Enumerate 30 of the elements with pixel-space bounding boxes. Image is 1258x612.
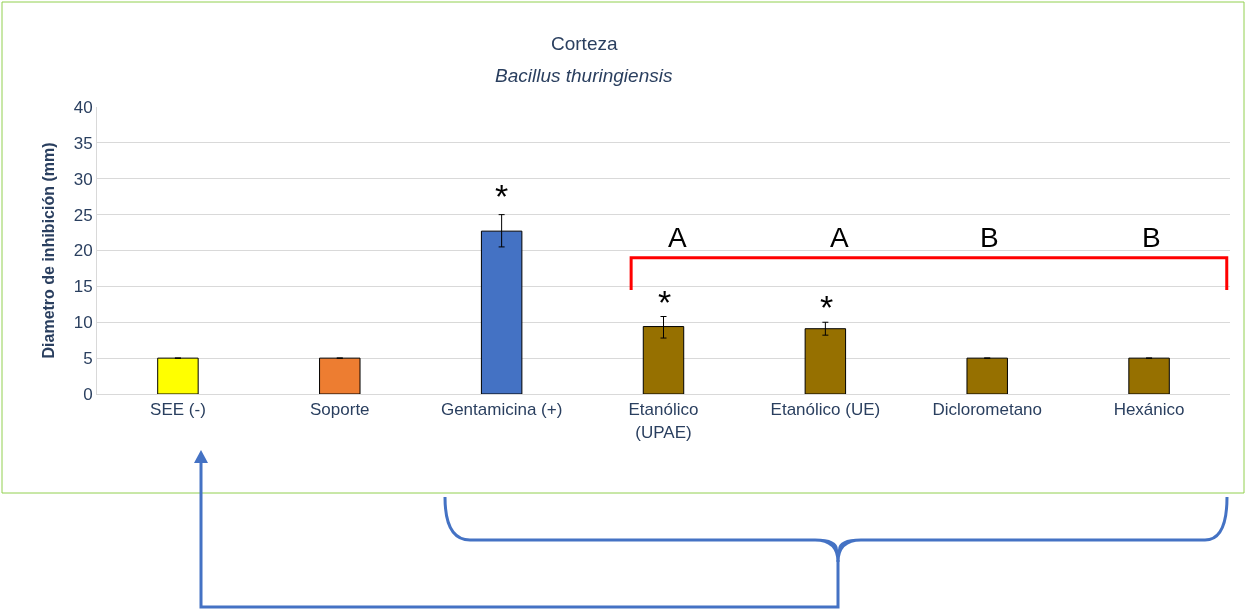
y-axis-title: Diametro de inhibición (mm) [39,142,57,359]
bar [966,357,1008,394]
y-tick-label: 35 [73,133,93,153]
y-tick-label: 30 [73,169,93,189]
x-tick-label: Gentamicina (+) [440,400,563,420]
chart-title: Corteza [551,33,618,54]
y-tick-label: 25 [73,205,93,225]
x-tick-label: Soporte [310,400,370,420]
bar [157,357,199,394]
bar [319,357,361,394]
bar [1128,357,1170,394]
y-tick-label: 10 [73,313,93,333]
chart-subtitle: Bacillus thuringiensis [495,65,673,86]
x-tick-label: Etanólico (UE) [770,400,881,420]
annotation: * [658,283,672,321]
annotation: * [495,177,509,215]
x-tick-label: Etanólico (UPAE) [628,400,699,442]
annotation: A [668,222,687,253]
annotation: A [830,222,849,253]
y-tick-label: 20 [73,241,93,261]
y-tick-label: 40 [73,97,93,117]
x-tick-label: Hexánico [1113,400,1185,420]
x-tick-label: Diclorometano [932,400,1043,420]
annotation: B [1142,222,1161,253]
y-tick-label: 15 [73,277,93,297]
annotation: B [980,222,999,253]
y-tick-label: 0 [83,384,93,404]
x-tick-label: SEE (-) [150,400,206,420]
annotation: * [820,288,834,326]
y-tick-label: 5 [83,349,93,369]
